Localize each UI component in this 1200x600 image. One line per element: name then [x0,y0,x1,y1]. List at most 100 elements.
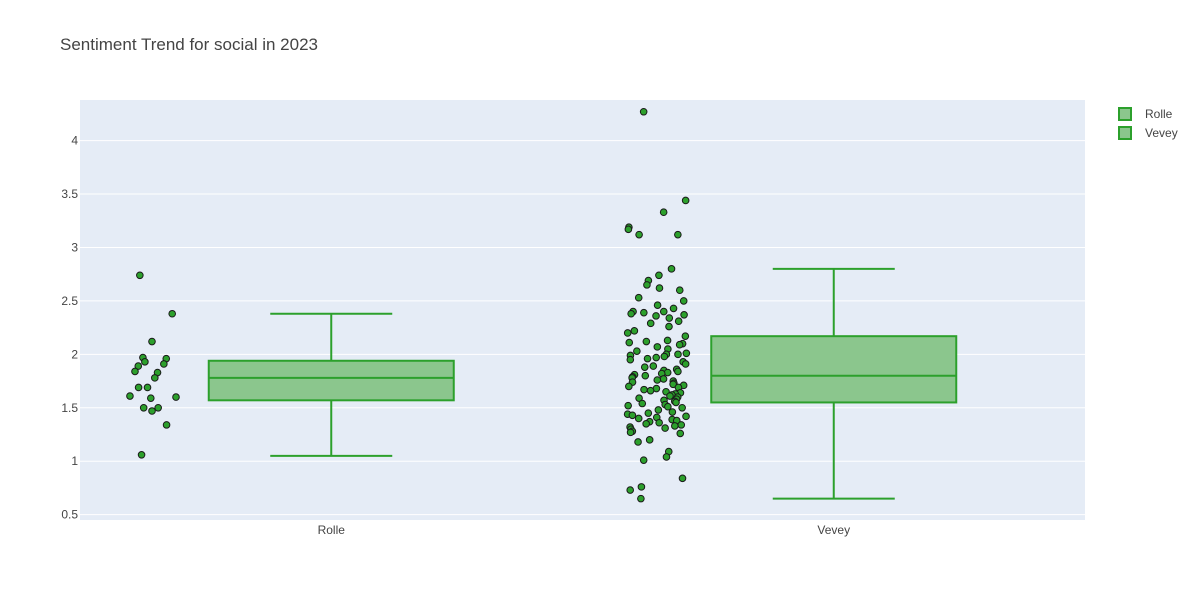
data-point [146,394,155,402]
legend-label: Rolle [1145,107,1173,121]
data-point [659,307,668,316]
data-point [162,421,171,429]
y-tick-label: 0.5 [61,508,78,522]
data-point [678,474,687,483]
data-point [172,393,180,401]
data-point [160,360,168,368]
data-point [143,383,152,392]
data-point [168,309,176,318]
data-point [655,271,663,280]
data-point [630,327,639,335]
x-tick-label: Vevey [817,523,850,537]
data-point [674,367,682,376]
y-tick-label: 3.5 [61,187,78,201]
data-point [134,362,143,370]
data-point [639,456,648,464]
box-iqr [207,359,455,402]
data-point [671,422,679,430]
data-point [642,337,651,346]
data-point [634,438,642,446]
series-layer [126,107,958,503]
data-point [141,358,149,366]
data-point [637,494,645,503]
legend-item-rolle[interactable]: Rolle [1118,107,1173,121]
data-point [626,355,635,364]
data-point [643,354,652,363]
data-point [672,398,680,407]
data-point [653,301,662,309]
data-point [675,286,684,295]
data-point [667,265,676,273]
data-point [681,196,690,205]
series-vevey [623,107,958,503]
data-point [637,483,646,491]
x-tick-label: Rolle [318,523,346,537]
legend-item-vevey[interactable]: Vevey [1118,126,1178,140]
data-point [627,309,635,318]
data-point [151,374,159,382]
data-point [626,486,634,494]
data-point [628,411,637,420]
data-point [653,376,662,384]
data-point [642,420,650,428]
x-axis-ticks: Rolle Vevey [318,523,851,537]
data-point [649,362,658,370]
plot-area [80,100,1085,520]
data-point [643,281,651,289]
data-point [645,436,654,444]
legend-swatch [1118,107,1132,121]
y-tick-label: 2.5 [61,294,78,308]
data-point [678,403,686,412]
data-point [674,317,683,326]
data-point [626,428,635,437]
data-point [660,352,669,361]
data-point [640,385,648,394]
data-point [661,424,669,432]
data-point [635,230,643,239]
data-point [677,421,686,429]
data-point [665,322,673,331]
data-point [668,408,677,416]
data-point [640,363,649,371]
data-point [674,230,682,239]
data-point [148,407,156,415]
data-point [126,392,134,400]
data-point [623,329,632,337]
data-point [137,451,146,459]
data-point [136,271,144,280]
data-point [148,337,156,346]
y-tick-label: 1.5 [61,401,78,415]
data-point [638,399,647,408]
data-point [634,414,643,423]
data-point [652,312,660,320]
y-axis-ticks: 0.5 1 1.5 2 2.5 3 3.5 4 [61,134,78,522]
legend-label: Vevey [1145,126,1178,140]
data-point [625,382,633,391]
data-point [663,368,672,377]
data-point [655,284,664,292]
data-point [663,336,672,345]
data-point [644,409,653,417]
data-point [676,429,685,438]
data-point [675,340,684,349]
data-point [625,338,634,347]
series-rolle [126,271,455,459]
data-point [679,297,688,305]
data-point [682,349,691,358]
legend[interactable]: Rolle Vevey [1118,107,1178,140]
data-point [646,386,655,395]
data-point [662,453,671,461]
data-point [682,412,690,421]
data-point [139,403,148,412]
data-point [674,350,682,359]
data-point [641,371,650,380]
chart-title: Sentiment Trend for social in 2023 [60,35,318,54]
data-point [669,304,678,313]
data-point [681,332,690,340]
box-iqr [710,335,958,404]
data-point [680,311,688,319]
grid-lines [80,140,1085,516]
data-point [640,308,648,317]
data-point [633,347,641,355]
y-tick-label: 1 [71,454,78,468]
